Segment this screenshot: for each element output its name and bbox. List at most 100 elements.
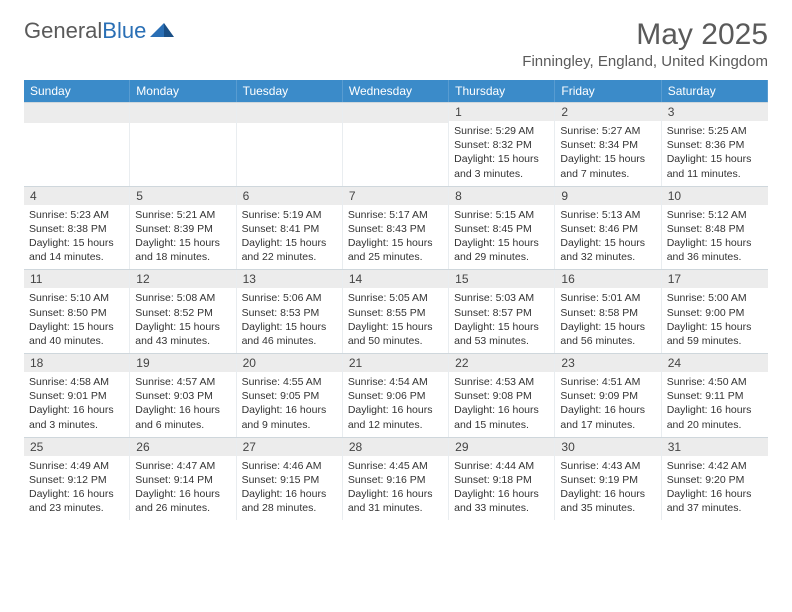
sunrise-line: Sunrise: 5:25 AM — [667, 124, 763, 138]
day-cell: 16Sunrise: 5:01 AMSunset: 8:58 PMDayligh… — [555, 270, 661, 353]
day-body: Sunrise: 5:01 AMSunset: 8:58 PMDaylight:… — [555, 288, 660, 353]
sunset-line: Sunset: 8:55 PM — [348, 306, 443, 320]
day-number: 11 — [24, 270, 129, 288]
sunrise-line: Sunrise: 4:49 AM — [29, 459, 124, 473]
day-cell: 8Sunrise: 5:15 AMSunset: 8:45 PMDaylight… — [449, 187, 555, 270]
week-row: 25Sunrise: 4:49 AMSunset: 9:12 PMDayligh… — [24, 437, 768, 521]
day-cell: 24Sunrise: 4:50 AMSunset: 9:11 PMDayligh… — [662, 354, 768, 437]
day-cell: 28Sunrise: 4:45 AMSunset: 9:16 PMDayligh… — [343, 438, 449, 521]
day-body: Sunrise: 4:45 AMSunset: 9:16 PMDaylight:… — [343, 456, 448, 521]
sunset-line: Sunset: 8:32 PM — [454, 138, 549, 152]
day-cell: 5Sunrise: 5:21 AMSunset: 8:39 PMDaylight… — [130, 187, 236, 270]
day-body: Sunrise: 5:23 AMSunset: 8:38 PMDaylight:… — [24, 205, 129, 270]
day-number: 21 — [343, 354, 448, 372]
day-cell: 13Sunrise: 5:06 AMSunset: 8:53 PMDayligh… — [237, 270, 343, 353]
day-number: 22 — [449, 354, 554, 372]
day-cell: 10Sunrise: 5:12 AMSunset: 8:48 PMDayligh… — [662, 187, 768, 270]
sunrise-line: Sunrise: 5:06 AM — [242, 291, 337, 305]
day-body: Sunrise: 5:06 AMSunset: 8:53 PMDaylight:… — [237, 288, 342, 353]
day-number: 30 — [555, 438, 660, 456]
week-row: 4Sunrise: 5:23 AMSunset: 8:38 PMDaylight… — [24, 186, 768, 270]
sunrise-line: Sunrise: 5:01 AM — [560, 291, 655, 305]
weeks-container: 1Sunrise: 5:29 AMSunset: 8:32 PMDaylight… — [24, 102, 768, 520]
day-body: Sunrise: 5:17 AMSunset: 8:43 PMDaylight:… — [343, 205, 448, 270]
day-body: Sunrise: 4:51 AMSunset: 9:09 PMDaylight:… — [555, 372, 660, 437]
logo-word-general: General — [24, 18, 102, 43]
day-cell: 1 Sunrise: 5:29 AMSunset: 8:32 PMDaylight… — [449, 103, 555, 186]
sunrise-line: Sunrise: 4:53 AM — [454, 375, 549, 389]
daylight-line: Daylight: 15 hours and 50 minutes. — [348, 320, 443, 348]
sunrise-line: Sunrise: 4:58 AM — [29, 375, 124, 389]
sunset-line: Sunset: 8:58 PM — [560, 306, 655, 320]
triangle-icon — [150, 21, 176, 42]
sunset-line: Sunset: 9:14 PM — [135, 473, 230, 487]
sunrise-line: Sunrise: 4:46 AM — [242, 459, 337, 473]
sunset-line: Sunset: 8:48 PM — [667, 222, 763, 236]
day-number: 24 — [662, 354, 768, 372]
sunset-line: Sunset: 9:00 PM — [667, 306, 763, 320]
daylight-line: Daylight: 15 hours and 53 minutes. — [454, 320, 549, 348]
day-number: 13 — [237, 270, 342, 288]
logo-text: GeneralBlue — [24, 18, 146, 44]
header: GeneralBlue May 2025 Finningley, England… — [24, 18, 768, 70]
location-label: Finningley, England, United Kingdom — [522, 53, 768, 70]
sunrise-line: Sunrise: 4:47 AM — [135, 459, 230, 473]
day-body: Sunrise: 5:15 AMSunset: 8:45 PMDaylight:… — [449, 205, 554, 270]
sunset-line: Sunset: 8:34 PM — [560, 138, 655, 152]
day-cell: 29Sunrise: 4:44 AMSunset: 9:18 PMDayligh… — [449, 438, 555, 521]
week-row: 11Sunrise: 5:10 AMSunset: 8:50 PMDayligh… — [24, 269, 768, 353]
daylight-line: Daylight: 15 hours and 56 minutes. — [560, 320, 655, 348]
day-number: 3 — [662, 103, 768, 121]
daylight-line: Daylight: 15 hours and 25 minutes. — [348, 236, 443, 264]
sunset-line: Sunset: 9:01 PM — [29, 389, 124, 403]
day-body: Sunrise: 4:58 AMSunset: 9:01 PMDaylight:… — [24, 372, 129, 437]
day-cell — [130, 103, 236, 186]
daylight-line: Daylight: 15 hours and 29 minutes. — [454, 236, 549, 264]
sunrise-line: Sunrise: 4:43 AM — [560, 459, 655, 473]
day-number: 28 — [343, 438, 448, 456]
sunrise-line: Sunrise: 5:03 AM — [454, 291, 549, 305]
sunrise-line: Sunrise: 4:51 AM — [560, 375, 655, 389]
day-cell: 25Sunrise: 4:49 AMSunset: 9:12 PMDayligh… — [24, 438, 130, 521]
day-cell — [237, 103, 343, 186]
sunrise-line: Sunrise: 4:54 AM — [348, 375, 443, 389]
sunset-line: Sunset: 8:38 PM — [29, 222, 124, 236]
daylight-line: Daylight: 16 hours and 31 minutes. — [348, 487, 443, 515]
day-body: Sunrise: 5:00 AMSunset: 9:00 PMDaylight:… — [662, 288, 768, 353]
sunrise-line: Sunrise: 5:29 AM — [454, 124, 549, 138]
sunrise-line: Sunrise: 5:10 AM — [29, 291, 124, 305]
day-cell: 23Sunrise: 4:51 AMSunset: 9:09 PMDayligh… — [555, 354, 661, 437]
sunrise-line: Sunrise: 4:45 AM — [348, 459, 443, 473]
sunset-line: Sunset: 8:45 PM — [454, 222, 549, 236]
day-cell: 2Sunrise: 5:27 AMSunset: 8:34 PMDaylight… — [555, 103, 661, 186]
weekday-header: Saturday — [662, 80, 768, 102]
daylight-line: Daylight: 15 hours and 3 minutes. — [454, 152, 549, 180]
day-number: 1 — [449, 103, 554, 121]
day-cell: 18Sunrise: 4:58 AMSunset: 9:01 PMDayligh… — [24, 354, 130, 437]
day-body — [130, 123, 235, 181]
daylight-line: Daylight: 16 hours and 9 minutes. — [242, 403, 337, 431]
sunset-line: Sunset: 8:39 PM — [135, 222, 230, 236]
day-number — [343, 103, 448, 123]
day-cell: 17Sunrise: 5:00 AMSunset: 9:00 PMDayligh… — [662, 270, 768, 353]
day-number: 8 — [449, 187, 554, 205]
day-body: Sunrise: 5:21 AMSunset: 8:39 PMDaylight:… — [130, 205, 235, 270]
day-body: Sunrise: 4:47 AMSunset: 9:14 PMDaylight:… — [130, 456, 235, 521]
day-number: 31 — [662, 438, 768, 456]
day-number: 2 — [555, 103, 660, 121]
weekday-header: Sunday — [24, 80, 130, 102]
daylight-line: Daylight: 16 hours and 37 minutes. — [667, 487, 763, 515]
daylight-line: Daylight: 15 hours and 22 minutes. — [242, 236, 337, 264]
daylight-line: Daylight: 15 hours and 36 minutes. — [667, 236, 763, 264]
daylight-line: Daylight: 16 hours and 3 minutes. — [29, 403, 124, 431]
sunset-line: Sunset: 8:36 PM — [667, 138, 763, 152]
day-body: Sunrise: 5:13 AMSunset: 8:46 PMDaylight:… — [555, 205, 660, 270]
day-body: Sunrise: 5:10 AMSunset: 8:50 PMDaylight:… — [24, 288, 129, 353]
sunrise-line: Sunrise: 4:50 AM — [667, 375, 763, 389]
sunset-line: Sunset: 9:19 PM — [560, 473, 655, 487]
day-cell: 7Sunrise: 5:17 AMSunset: 8:43 PMDaylight… — [343, 187, 449, 270]
sunrise-line: Sunrise: 5:12 AM — [667, 208, 763, 222]
sunrise-line: Sunrise: 5:19 AM — [242, 208, 337, 222]
daylight-line: Daylight: 16 hours and 33 minutes. — [454, 487, 549, 515]
weekday-header: Wednesday — [343, 80, 449, 102]
